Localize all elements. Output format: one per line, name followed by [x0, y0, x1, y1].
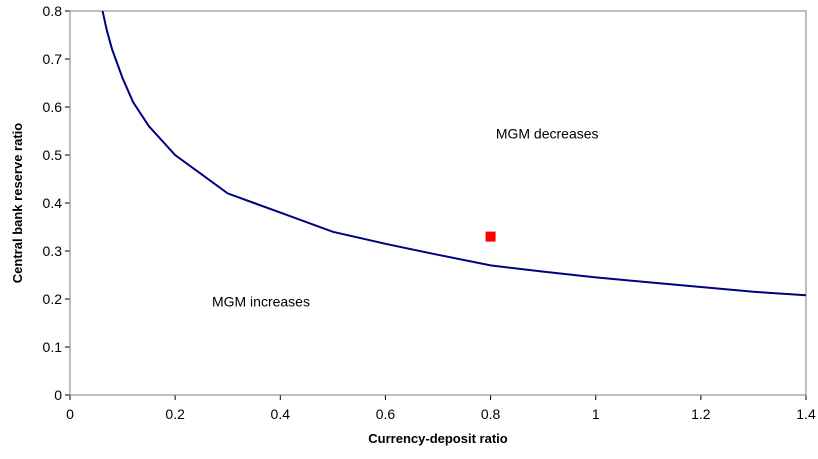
data-point-marker	[485, 231, 496, 242]
plot-area	[69, 10, 807, 396]
y-tick-label: 0.5	[43, 147, 63, 163]
x-tick-label: 0.4	[271, 406, 291, 422]
y-tick-label: 0.6	[43, 99, 63, 115]
x-tick-label: 0	[66, 406, 74, 422]
y-tick-label: 0.7	[43, 51, 63, 67]
x-tick-label: 1	[592, 406, 600, 422]
y-tick-label: 0	[54, 387, 62, 403]
x-axis-ticks: 0 0.2 0.4 0.6 0.8 1 1.2 1.4	[66, 394, 816, 422]
annotation-layer: MGM decreases MGM increases	[212, 125, 599, 309]
curve-line	[101, 11, 806, 297]
x-tick-label: 1.2	[691, 406, 711, 422]
x-tick-label: 0.2	[165, 406, 185, 422]
x-tick-label: 0.8	[481, 406, 501, 422]
x-axis-title: Currency-deposit ratio	[368, 431, 507, 446]
y-tick-label: 0.4	[43, 195, 63, 211]
annotation-label: MGM increases	[212, 293, 310, 309]
x-tick-label: 0.6	[376, 406, 396, 422]
y-axis-ticks: 0 0.1 0.2 0.3 0.4 0.5 0.6 0.7 0.8	[43, 3, 71, 403]
y-tick-label: 0.1	[43, 339, 63, 355]
annotation-label: MGM decreases	[496, 125, 599, 141]
x-tick-label: 1.4	[796, 406, 816, 422]
series-layer	[101, 11, 806, 297]
y-tick-label: 0.3	[43, 243, 63, 259]
y-axis-title: Central bank reserve ratio	[10, 123, 25, 283]
y-tick-label: 0.8	[43, 3, 63, 19]
y-tick-label: 0.2	[43, 291, 63, 307]
